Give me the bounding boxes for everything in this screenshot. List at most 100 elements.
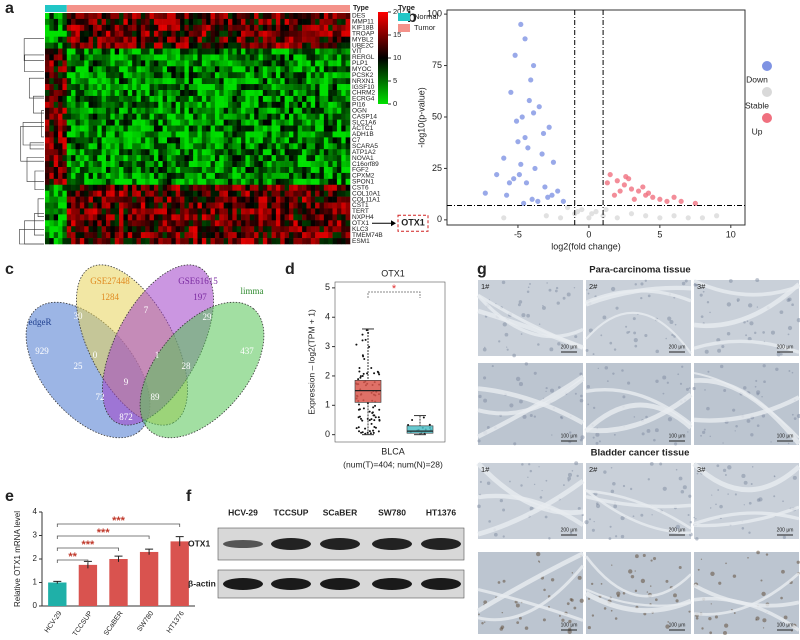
heatmap-cell — [84, 196, 89, 203]
heatmap-cell — [92, 190, 98, 197]
heatmap-cell — [49, 54, 55, 61]
heatmap-cell — [145, 72, 150, 79]
heatmap-cell — [79, 167, 85, 174]
tissue-texture — [558, 614, 561, 617]
heatmap-cell — [88, 30, 94, 37]
tissue-texture — [748, 531, 751, 534]
heatmap-cell — [297, 232, 303, 239]
point — [607, 171, 613, 178]
tissue-texture — [708, 616, 712, 621]
heatmap-cell — [175, 226, 181, 233]
heatmap-cell — [214, 167, 220, 174]
heatmap-cell — [119, 232, 124, 239]
tissue-texture — [679, 382, 683, 385]
heatmap-cell — [341, 155, 346, 162]
tissue-texture — [633, 331, 637, 335]
heatmap-cell — [262, 18, 268, 26]
heatmap-cell — [167, 13, 172, 20]
heatmap-cell — [262, 208, 268, 215]
heatmap-cell — [71, 149, 76, 156]
heatmap-cell — [119, 226, 124, 233]
jitter-dot — [378, 373, 381, 376]
heatmap-cell — [315, 36, 320, 43]
tissue-texture — [537, 343, 540, 346]
heatmap-cell — [193, 90, 198, 97]
heatmap-cell — [332, 119, 338, 126]
heatmap-cell — [66, 137, 72, 144]
heatmap-cell — [345, 155, 351, 162]
heatmap-cell — [97, 48, 102, 55]
heatmap-cell — [153, 72, 159, 79]
heatmap-cell — [75, 119, 81, 126]
heatmap-cell — [223, 131, 229, 138]
heatmap-cell — [45, 119, 50, 126]
heatmap-cell — [110, 30, 116, 37]
heatmap-cell — [267, 131, 272, 138]
heatmap-cell — [214, 232, 220, 239]
heatmap-cell — [123, 220, 129, 227]
heatmap-cell — [241, 220, 246, 227]
heatmap-cell — [254, 172, 259, 180]
heatmap-cell — [306, 107, 312, 114]
heatmap-cell — [341, 208, 346, 215]
tissue-texture — [749, 321, 754, 326]
heatmap-cell — [284, 196, 290, 203]
tissue-texture — [734, 430, 736, 432]
heatmap-cell — [127, 42, 133, 49]
heatmap-cell — [249, 137, 255, 144]
tissue-texture — [755, 379, 758, 382]
heatmap-cell — [241, 78, 246, 85]
heatmap-cell — [284, 125, 290, 132]
heatmap-cell — [97, 184, 102, 191]
heatmap-cell — [332, 196, 338, 203]
heatmap-cell — [114, 107, 120, 114]
heatmap-cell — [236, 131, 242, 138]
point — [565, 204, 571, 211]
heatmap-cell — [66, 238, 72, 245]
tissue-texture — [634, 344, 638, 348]
heatmap-cell — [49, 184, 55, 191]
heatmap-cell — [310, 90, 316, 97]
heatmap-cell — [297, 42, 303, 49]
heatmap-cell — [84, 90, 89, 97]
heatmap-cell — [119, 143, 124, 150]
heatmap-cell — [280, 184, 285, 191]
heatmap-cell — [271, 202, 277, 209]
heatmap-cell — [341, 119, 346, 126]
heatmap-cell — [79, 220, 85, 227]
heatmap-cell — [262, 90, 268, 97]
heatmap-cell — [149, 238, 155, 245]
heatmap-cell — [132, 66, 137, 73]
heatmap-cell — [62, 137, 68, 144]
tissue-texture — [483, 376, 487, 380]
tissue-texture — [688, 494, 692, 498]
section-title: Para-carcinoma tissue — [589, 265, 690, 276]
tissue-texture — [627, 381, 631, 385]
dendrogram — [41, 110, 44, 138]
tissue-texture — [640, 296, 643, 300]
heatmap-cell — [132, 125, 137, 132]
gene-label: MYBL2 — [352, 36, 374, 43]
heatmap-cell — [58, 66, 63, 73]
heatmap-cell — [123, 119, 129, 126]
heatmap-cell — [84, 131, 89, 138]
heatmap-cell — [53, 232, 59, 239]
heatmap-cell — [149, 220, 155, 227]
tissue-texture — [502, 508, 506, 512]
heatmap-cell — [180, 90, 185, 97]
heatmap-cell — [58, 214, 63, 221]
heatmap-cell — [236, 238, 242, 245]
heatmap-cell — [228, 107, 233, 114]
heatmap-cell — [162, 54, 168, 61]
tissue-texture — [477, 439, 481, 443]
heatmap-cell — [267, 113, 272, 120]
heatmap-cell — [336, 66, 342, 73]
tissue-texture — [682, 485, 687, 490]
heatmap-cell — [297, 137, 303, 144]
heatmap-cell — [136, 113, 142, 120]
heatmap-cell — [206, 66, 211, 73]
heatmap-cell — [249, 149, 255, 156]
jitter-dot — [357, 378, 360, 381]
tissue-fold — [693, 282, 800, 329]
tissue-texture — [518, 300, 523, 304]
